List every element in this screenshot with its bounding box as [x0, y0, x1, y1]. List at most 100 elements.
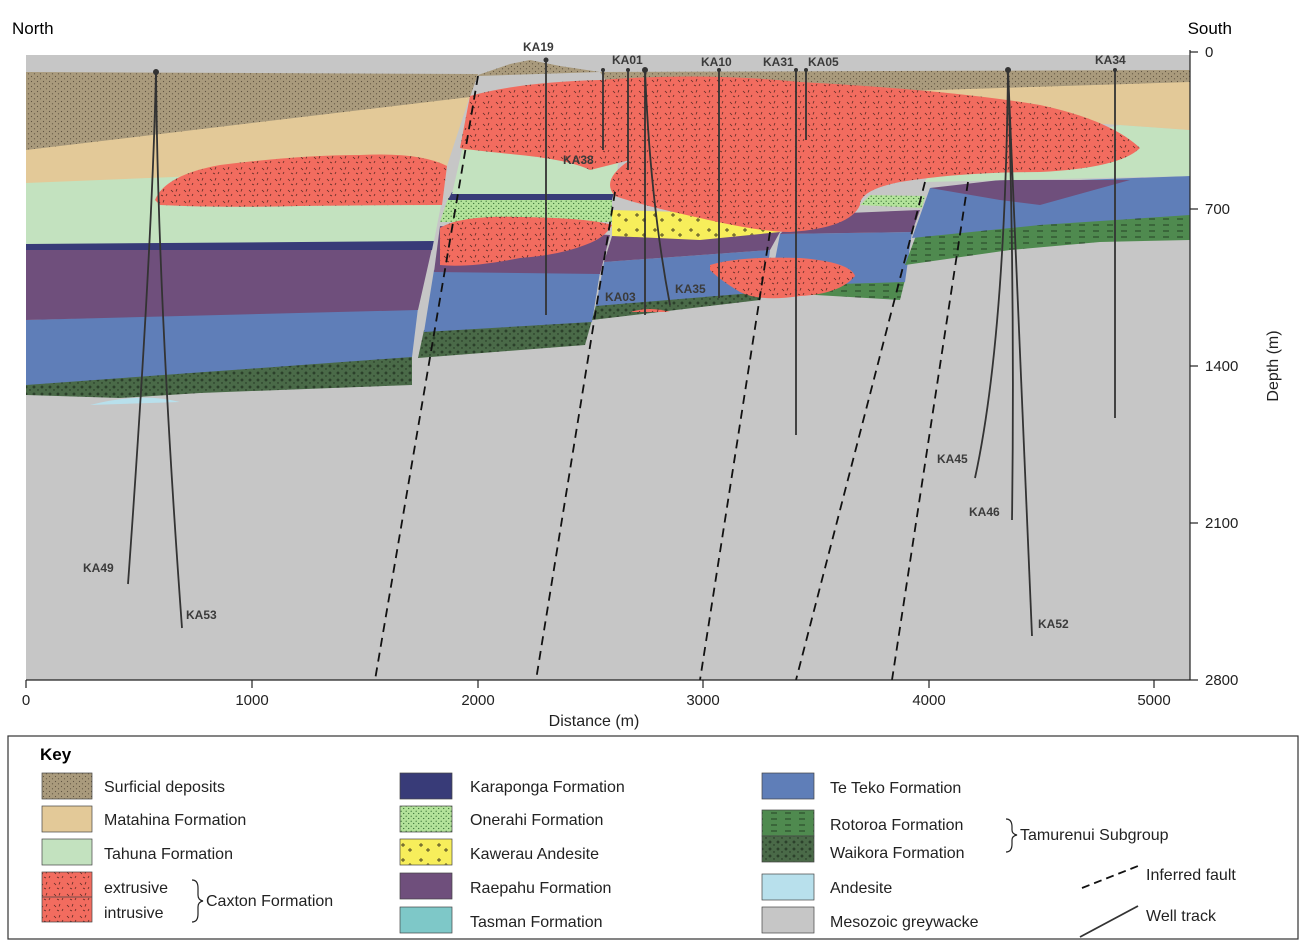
swatch-waikora	[761, 835, 815, 863]
raepahu-layer-5	[930, 180, 1130, 205]
well-label-KA03: KA03	[605, 290, 636, 304]
well-label-KA35: KA35	[675, 282, 706, 296]
swatch-kawerau	[399, 838, 453, 866]
fault-1	[374, 75, 479, 681]
well-track-KA35	[644, 69, 671, 306]
key-label: Mesozoic greywacke	[830, 914, 979, 931]
key-label: Kawerau Andesite	[470, 846, 599, 863]
caxton-extrusive-left	[155, 154, 447, 207]
caxton-extrusive-main	[460, 76, 1140, 232]
key-label: Te Teko Formation	[830, 780, 961, 797]
swatch-onerahi	[399, 805, 453, 833]
y-axis-title: Depth (m)	[1265, 330, 1282, 401]
key-label: Tahuna Formation	[104, 846, 233, 863]
key-label: Tasman Formation	[470, 914, 603, 931]
swatch-raepahu	[399, 872, 453, 900]
key-group-label: Caxton Formation	[206, 893, 333, 910]
swatch-tahuna	[41, 838, 93, 866]
key-title: Key	[40, 745, 72, 764]
key-label: Matahina Formation	[104, 812, 246, 829]
key-label: Onerahi Formation	[470, 812, 603, 829]
swatch-tasman	[399, 906, 453, 934]
swatch-karaponga	[399, 772, 453, 800]
well-track-KA53	[155, 71, 183, 629]
well-label-KA01: KA01	[612, 53, 643, 67]
raepahu-layer	[26, 248, 432, 320]
caxton-intrusive-3	[630, 309, 670, 312]
surficial-layer	[26, 72, 478, 150]
x-tick-label: 4000	[912, 692, 945, 709]
well-label-KA53: KA53	[186, 608, 217, 622]
well-label-KA52: KA52	[1038, 617, 1069, 631]
key-frame	[7, 735, 1299, 940]
swatch-surficial	[41, 772, 93, 800]
swatch-rotoroa	[761, 809, 815, 837]
well-label-KA34: KA34	[1095, 53, 1126, 67]
key-group-label: Tamurenui Subgroup	[1020, 827, 1169, 844]
waikora-layer-3	[592, 290, 765, 320]
key-label: Andesite	[830, 880, 892, 897]
caxton-brace	[191, 879, 204, 923]
well-label-KA10: KA10	[701, 55, 732, 69]
fault-4	[795, 181, 926, 681]
well-track-KA52	[1007, 69, 1033, 637]
x-axis-title: Distance (m)	[549, 713, 640, 730]
fault-2	[535, 191, 616, 681]
well-label-KA46: KA46	[969, 505, 1000, 519]
y-tick-label: 1400	[1205, 358, 1238, 375]
north-label: North	[12, 19, 54, 38]
key-panel: Key Surficial deposits Matahina Formatio…	[40, 745, 1236, 938]
teteko-layer-2	[424, 270, 600, 332]
key-label: extrusive	[104, 880, 168, 897]
well-track-KA45	[974, 69, 1009, 479]
x-tick-label: 1000	[235, 692, 268, 709]
geological-section: KA19 KA01 KA10 KA31 KA05 KA34 KA38 KA03 …	[26, 40, 1190, 681]
swatch-andesite	[761, 873, 815, 901]
y-axis: 0 700 1400 2100 2800 Depth (m)	[1189, 44, 1282, 689]
key-label: Rotoroa Formation	[830, 817, 963, 834]
well-label-KA45: KA45	[937, 452, 968, 466]
key-label: Inferred fault	[1146, 867, 1236, 884]
caxton-intrusive-1	[440, 216, 612, 266]
x-tick-label: 0	[22, 692, 30, 709]
tamurenui-brace	[1005, 818, 1018, 853]
well-label-KA05: KA05	[808, 55, 839, 69]
wellheads	[153, 57, 1117, 75]
well-track-KA46	[1007, 69, 1014, 521]
fault-3	[699, 231, 771, 681]
swatch-greywacke	[761, 906, 815, 934]
teteko-layer	[26, 308, 418, 385]
surficial-hill	[478, 60, 600, 76]
well-label-KA31: KA31	[763, 55, 794, 69]
swatch-matahina	[41, 805, 93, 833]
onerahi-layer-4	[860, 195, 925, 208]
key-label: Waikora Formation	[830, 845, 965, 862]
well-label-KA19: KA19	[523, 40, 554, 54]
y-tick-label: 2100	[1205, 515, 1238, 532]
caxton-intrusive-2	[710, 257, 855, 299]
key-label: Surficial deposits	[104, 779, 225, 796]
onerahi-layer	[440, 198, 612, 222]
well-label-KA38: KA38	[563, 153, 594, 167]
well-track-KA49	[127, 71, 157, 585]
well-legend-line	[1079, 905, 1139, 938]
y-tick-label: 2800	[1205, 672, 1238, 689]
x-tick-label: 3000	[686, 692, 719, 709]
y-tick-label: 700	[1205, 201, 1230, 218]
x-tick-label: 5000	[1137, 692, 1170, 709]
andesite-lens	[90, 397, 180, 405]
well-label-KA49: KA49	[83, 561, 114, 575]
well-tracks	[127, 60, 1116, 637]
key-label: Well track	[1146, 908, 1217, 925]
y-tick-label: 0	[1205, 44, 1213, 61]
kawerau-andesite	[612, 210, 780, 240]
inferred-faults	[374, 75, 969, 681]
key-label: Raepahu Formation	[470, 880, 611, 897]
swatch-teteko	[761, 772, 815, 800]
fault-legend-line	[1081, 865, 1139, 889]
key-label: intrusive	[104, 905, 164, 922]
x-tick-label: 2000	[461, 692, 494, 709]
fault-5	[891, 181, 969, 681]
south-label: South	[1188, 19, 1232, 38]
